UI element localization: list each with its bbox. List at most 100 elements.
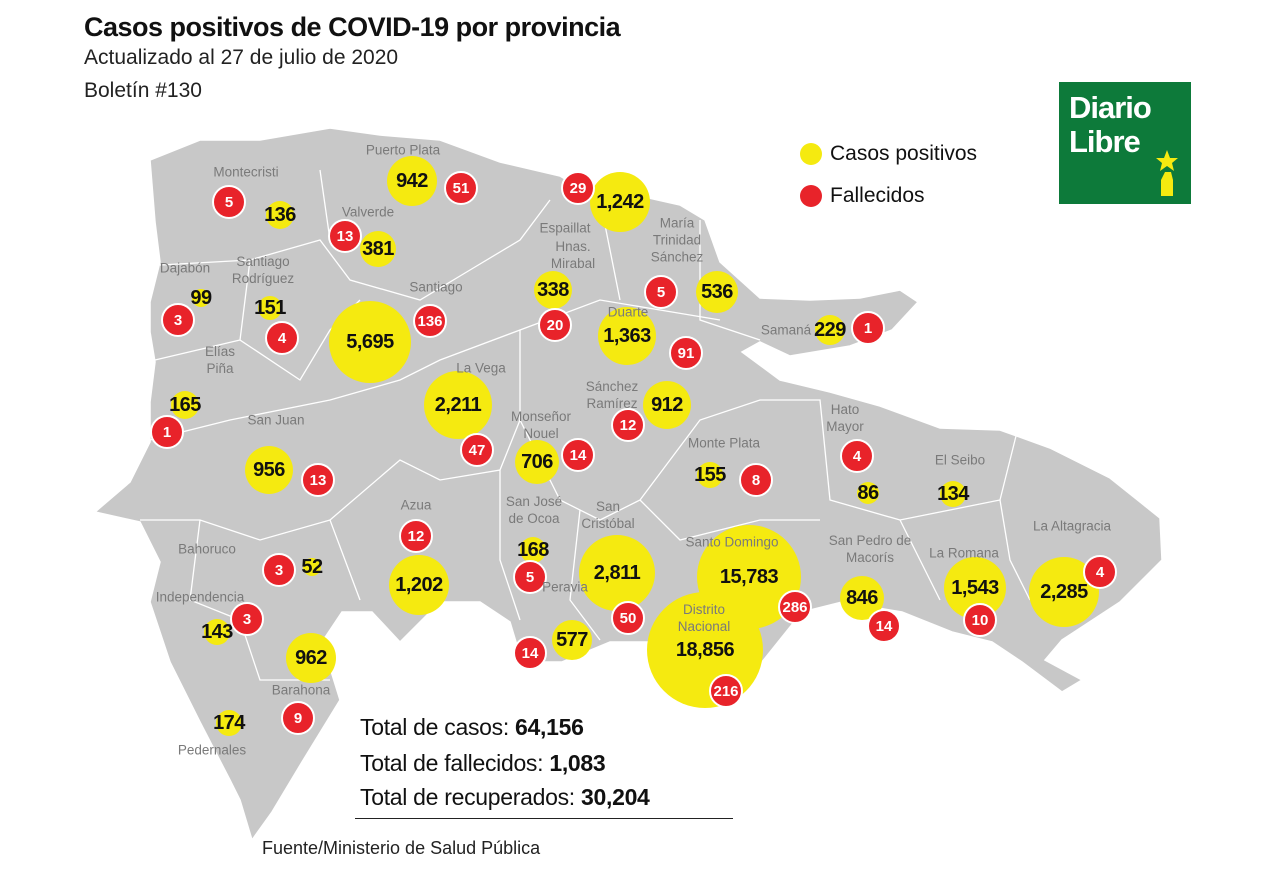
province-label-dajabon: Dajabón [159,260,211,276]
province-label-espaillat: Espaillat [539,220,591,236]
deaths-bubble-espaillat: 29 [561,171,595,205]
logo-line1: Diario [1069,90,1152,125]
province-label-san-pedro-de-macoris: San Pedro de Macorís [828,533,912,565]
map-title: Casos positivos de COVID-19 por provinci… [84,12,621,42]
cases-bubble-la-vega: 2,211 [424,371,492,439]
cases-bubble-samana: 229 [814,315,846,345]
province-label-san-juan: San Juan [247,412,305,428]
cases-bubble-hato-mayor: 86 [857,481,879,504]
yellow-dot-icon [800,143,822,165]
cases-bubble-hnas-mirabal: 338 [534,271,572,309]
deaths-bubble-samana: 1 [851,311,885,345]
deaths-bubble-san-juan: 13 [301,463,335,497]
total-cases-value: 64,156 [515,714,584,740]
cases-bubble-independencia: 143 [201,619,233,645]
cases-bubble-la-romana: 1,543 [944,557,1006,619]
cases-bubble-santiago: 5,695 [329,301,411,383]
total-deaths-label: Total de fallecidos: [360,750,544,776]
province-label-la-vega: La Vega [456,360,506,376]
province-label-valverde: Valverde [341,204,395,220]
update-date: Actualizado al 27 de julio de 2020 [84,46,399,69]
province-label-maria-trinidad-sanchez: María Trinidad Sánchez [650,215,704,265]
province-label-samana: Samaná [760,322,812,338]
bulletin-number: Boletín #130 [84,79,202,102]
total-recovered-label: Total de recuperados: [360,784,575,810]
legend-deaths-label: Fallecidos [830,184,925,207]
deaths-bubble-montecristi: 5 [212,185,246,219]
deaths-bubble-san-cristobal: 50 [611,601,645,635]
province-label-san-cristobal: San Cristóbal [581,499,635,531]
torch-figure-icon [1156,150,1178,196]
red-dot-icon [800,185,822,207]
diario-libre-logo: Diario Libre [1059,82,1191,204]
cases-bubble-bahoruco: 52 [301,555,323,578]
legend-cases: Casos positivos [800,142,977,166]
province-label-la-altagracia: La Altagracia [1032,518,1112,534]
province-label-san-jose-de-ocoa: San José de Ocoa [505,494,563,526]
province-label-bahoruco: Bahoruco [178,541,236,557]
province-label-barahona: Barahona [271,682,331,698]
total-recovered-value: 30,204 [581,784,650,810]
province-label-pedernales: Pedernales [177,742,247,758]
province-label-independencia: Independencia [155,589,245,605]
deaths-bubble-independencia: 3 [230,602,264,636]
province-label-puerto-plata: Puerto Plata [365,142,441,158]
cases-bubble-puerto-plata: 942 [387,156,437,206]
deaths-bubble-monsenor-nouel: 14 [561,438,595,472]
logo-line2: Libre [1069,124,1141,159]
deaths-bubble-elias-pina: 1 [150,415,184,449]
total-cases-label: Total de casos: [360,714,509,740]
source-note: Fuente/Ministerio de Salud Pública [262,838,541,858]
cases-bubble-el-seibo: 134 [937,481,969,507]
deaths-bubble-maria-trinidad-sanchez: 5 [644,275,678,309]
cases-bubble-pedernales: 174 [213,710,245,736]
cases-bubble-santiago-rodriguez: 151 [254,296,286,320]
deaths-bubble-san-pedro-de-macoris: 14 [867,609,901,643]
province-label-montecristi: Montecristi [213,164,279,180]
deaths-bubble-la-altagracia: 4 [1083,555,1117,589]
deaths-bubble-puerto-plata: 51 [444,171,478,205]
province-label-monsenor-nouel: Monseñor Nouel [510,409,572,441]
province-label-sanchez-ramirez: Sánchez Ramírez [585,379,639,411]
province-borders [140,169,1031,681]
deaths-bubble-valverde: 13 [328,219,362,253]
cases-bubble-espaillat: 1,242 [590,172,650,232]
province-label-monte-plata: Monte Plata [687,435,761,451]
legend-cases-label: Casos positivos [830,142,978,165]
cases-bubble-san-cristobal: 2,811 [579,535,655,611]
province-label-duarte: Duarte [607,304,649,320]
cases-bubble-azua: 1,202 [389,555,449,615]
cases-bubble-monte-plata: 155 [694,462,726,488]
legend-deaths: Fallecidos [800,184,925,208]
deaths-bubble-barahona: 9 [281,701,315,735]
province-label-azua: Azua [400,497,432,513]
total-deaths: Total de fallecidos: 1,083 [360,750,606,777]
deaths-bubble-distrito-nacional: 216 [709,674,743,708]
deaths-bubble-duarte: 91 [669,336,703,370]
cases-bubble-valverde: 381 [360,231,396,267]
deaths-bubble-santo-domingo: 286 [778,590,812,624]
cases-bubble-peravia: 577 [552,620,592,660]
total-deaths-value: 1,083 [549,750,606,776]
deaths-bubble-san-jose-de-ocoa: 5 [513,560,547,594]
province-label-la-romana: La Romana [929,545,999,561]
province-label-elias-pina: Elías Piña [204,344,235,376]
cases-bubble-sanchez-ramirez: 912 [643,381,691,429]
deaths-bubble-monte-plata: 8 [739,463,773,497]
cases-bubble-elias-pina: 165 [169,391,201,419]
province-label-hnas-mirabal: Hnas. Mirabal [550,239,596,271]
province-label-hato-mayor: Hato Mayor [826,402,864,434]
deaths-bubble-peravia: 14 [513,636,547,670]
deaths-bubble-dajabon: 3 [161,303,195,337]
cases-bubble-duarte: 1,363 [598,307,656,365]
cases-bubble-dajabon: 99 [190,286,212,309]
deaths-bubble-bahoruco: 3 [262,553,296,587]
divider [355,818,733,819]
province-label-el-seibo: El Seibo [934,452,986,468]
total-cases: Total de casos: 64,156 [360,714,584,741]
cases-bubble-san-jose-de-ocoa: 168 [517,537,549,563]
province-label-santiago-rodriguez: Santiago Rodríguez [231,254,295,286]
cases-bubble-san-pedro-de-macoris: 846 [840,576,884,620]
cases-bubble-san-juan: 956 [245,446,293,494]
cases-bubble-maria-trinidad-sanchez: 536 [696,271,738,313]
